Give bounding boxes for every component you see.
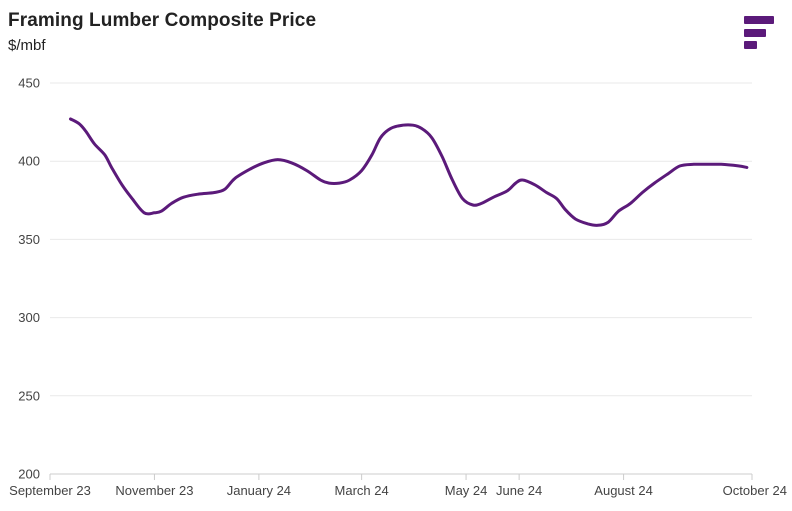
x-tick-label: March 24 [335,483,389,498]
x-tick-label: May 24 [445,483,488,498]
x-tick-label: November 23 [115,483,193,498]
y-tick-label: 400 [18,154,40,169]
y-tick-label: 250 [18,388,40,403]
x-tick-label: January 24 [227,483,291,498]
logo-bar [744,41,757,49]
x-tick-label: June 24 [496,483,542,498]
x-tick-label: August 24 [594,483,653,498]
logo-bar [744,16,774,24]
grid-layer [50,82,752,475]
chart-subtitle: $/mbf [8,37,46,54]
y-tick-label: 450 [18,76,40,91]
x-tick-label: October 24 [723,483,787,498]
axis-layer: 200 250 300 350 400 450 September 23 November 2… [9,76,787,499]
series-layer [69,117,749,227]
chart-title: Framing Lumber Composite Price [8,10,317,31]
y-tick-label: 200 [18,467,40,482]
x-tick-label: September 23 [9,483,91,498]
logo-bar [744,29,766,37]
y-tick-label: 300 [18,310,40,325]
brand-logo-icon [744,16,776,50]
y-tick-label: 350 [18,232,40,247]
series-line [69,117,749,227]
